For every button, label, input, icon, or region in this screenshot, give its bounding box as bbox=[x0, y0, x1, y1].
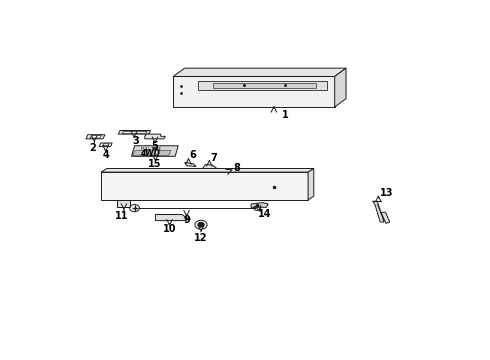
Polygon shape bbox=[381, 212, 390, 223]
Polygon shape bbox=[185, 162, 196, 167]
Text: 2: 2 bbox=[89, 143, 96, 153]
Text: 10: 10 bbox=[163, 224, 176, 234]
Text: 14: 14 bbox=[258, 209, 271, 219]
Text: 4: 4 bbox=[102, 150, 109, 160]
Polygon shape bbox=[198, 81, 327, 90]
Text: 15: 15 bbox=[147, 159, 161, 169]
Polygon shape bbox=[102, 144, 109, 146]
Text: 11: 11 bbox=[115, 211, 128, 221]
Text: 5: 5 bbox=[152, 141, 158, 151]
Polygon shape bbox=[335, 68, 346, 107]
Polygon shape bbox=[101, 168, 314, 172]
Polygon shape bbox=[133, 150, 171, 156]
Text: 8: 8 bbox=[233, 163, 240, 173]
Polygon shape bbox=[99, 143, 112, 147]
Polygon shape bbox=[145, 134, 165, 139]
Polygon shape bbox=[101, 172, 308, 200]
Polygon shape bbox=[219, 171, 230, 177]
Polygon shape bbox=[90, 135, 101, 138]
Circle shape bbox=[198, 222, 204, 227]
Text: FULL TIME: FULL TIME bbox=[141, 147, 161, 151]
Text: 7: 7 bbox=[211, 153, 217, 163]
Polygon shape bbox=[131, 146, 178, 156]
Text: 3: 3 bbox=[132, 136, 139, 146]
Polygon shape bbox=[308, 168, 314, 200]
Polygon shape bbox=[122, 131, 147, 133]
Polygon shape bbox=[173, 68, 346, 76]
Polygon shape bbox=[118, 131, 150, 134]
Text: 6: 6 bbox=[190, 150, 196, 161]
Polygon shape bbox=[251, 203, 268, 207]
Polygon shape bbox=[173, 76, 335, 107]
Bar bbox=[118, 199, 130, 207]
Text: 9: 9 bbox=[183, 215, 190, 225]
Polygon shape bbox=[372, 201, 384, 222]
Polygon shape bbox=[213, 82, 316, 89]
Polygon shape bbox=[202, 164, 217, 170]
Text: 12: 12 bbox=[194, 233, 208, 243]
Text: 4WD: 4WD bbox=[140, 149, 160, 158]
Text: 13: 13 bbox=[380, 188, 393, 198]
Polygon shape bbox=[224, 172, 232, 179]
Text: 1: 1 bbox=[282, 110, 289, 120]
Polygon shape bbox=[155, 215, 187, 221]
Polygon shape bbox=[86, 135, 105, 139]
